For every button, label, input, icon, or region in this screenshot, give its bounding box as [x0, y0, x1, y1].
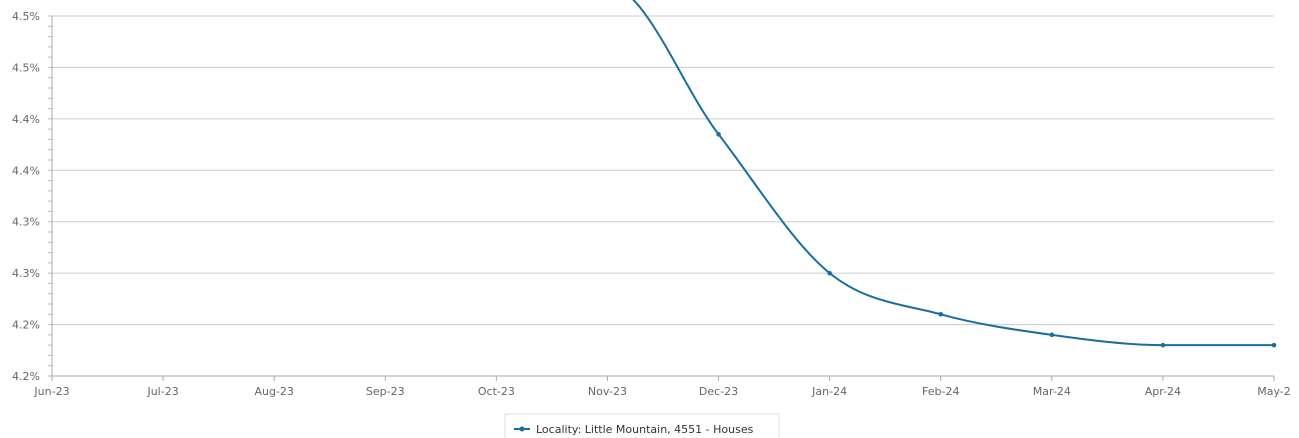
y-tick-label: 4.4%	[12, 113, 40, 126]
y-tick-labels: 4.2% 4.2% 4.3% 4.3% 4.4% 4.4% 4.5% 4.5%	[12, 10, 40, 383]
y-tick-label: 4.4%	[12, 164, 40, 177]
x-tick-label: Oct-23	[478, 385, 515, 398]
x-tick-label: Jan-24	[811, 385, 847, 398]
x-tick-label: Apr-24	[1145, 385, 1181, 398]
x-tick-label: May-2	[1257, 385, 1291, 398]
series-group	[632, 0, 1277, 348]
x-tick-label: Feb-24	[922, 385, 959, 398]
y-minor-ticks	[48, 15, 52, 377]
x-tick-label: Jul-23	[146, 385, 178, 398]
y-tick-label: 4.3%	[12, 267, 40, 280]
x-tick-labels: Jun-23 Jul-23 Aug-23 Sep-23 Oct-23 Nov-23 Dec-…	[33, 376, 1291, 398]
data-point	[716, 131, 721, 137]
data-point	[827, 270, 832, 276]
x-tick-label: Mar-24	[1033, 385, 1071, 398]
y-tick-label: 4.5%	[12, 10, 40, 23]
x-tick-label: Dec-23	[699, 385, 738, 398]
x-tick-label: Jun-23	[33, 385, 69, 398]
x-tick-label: Sep-23	[366, 385, 405, 398]
y-tick-label: 4.5%	[12, 61, 40, 74]
data-point	[938, 311, 944, 317]
legend[interactable]: Locality: Little Mountain, 4551 - Houses	[504, 413, 780, 438]
y-tick-label: 4.2%	[12, 370, 40, 383]
grid-lines	[52, 15, 1274, 326]
x-tick-label: Nov-23	[588, 385, 627, 398]
data-point	[1049, 332, 1055, 338]
data-point	[1271, 342, 1277, 348]
legend-series-marker-icon	[519, 426, 525, 432]
legend-series-label[interactable]: Locality: Little Mountain, 4551 - Houses	[536, 423, 754, 436]
legend-box	[504, 413, 780, 438]
y-tick-label: 4.2%	[12, 319, 40, 332]
y-tick-label: 4.3%	[12, 216, 40, 229]
data-point	[1160, 342, 1166, 348]
x-tick-label: Aug-23	[254, 385, 293, 398]
series-line	[632, 0, 1274, 347]
